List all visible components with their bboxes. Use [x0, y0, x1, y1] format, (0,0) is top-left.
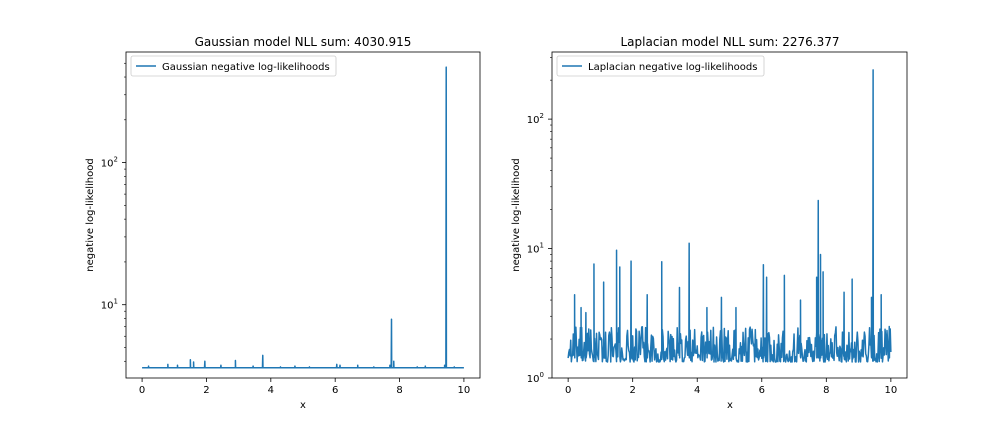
laplacian-x-tick-label: 4: [694, 385, 700, 396]
laplacian-series-line: [567, 69, 892, 363]
gaussian-panel: Gaussian model NLL sum: 4030.915 0 2 4 6 8 10…: [85, 35, 481, 411]
laplacian-axes-frame: [551, 51, 908, 379]
laplacian-y-tick-label: 100: [527, 371, 544, 385]
gaussian-x-tick-label: 8: [396, 385, 402, 396]
gaussian-series-line: [141, 66, 465, 369]
gaussian-legend: Gaussian negative log-likelihoods: [130, 55, 337, 77]
gaussian-x-tick-label: 0: [139, 385, 145, 396]
gaussian-x-tick-label: 2: [203, 385, 209, 396]
gaussian-y-tick-label: 102: [101, 156, 118, 170]
gaussian-legend-label: Gaussian negative log-likelihoods: [162, 62, 330, 73]
laplacian-x-tick-label: 6: [759, 385, 765, 396]
laplacian-panel: Laplacian model NLL sum: 2276.377 0 2 4 6 8 1…: [511, 35, 908, 411]
laplacian-y-label: negative log-likelihood: [511, 158, 522, 271]
laplacian-title: Laplacian model NLL sum: 2276.377: [620, 35, 839, 49]
laplacian-legend: Laplacian negative log-likelihoods: [556, 55, 765, 77]
laplacian-x-label: x: [727, 400, 733, 411]
gaussian-x-tick-label: 4: [268, 385, 274, 396]
gaussian-x-tick-label: 6: [332, 385, 338, 396]
gaussian-x-label: x: [300, 400, 306, 411]
laplacian-x-tick-label: 0: [565, 385, 571, 396]
gaussian-axes-frame: [125, 51, 481, 379]
gaussian-y-tick-label: 101: [101, 298, 118, 312]
laplacian-x-tick-label: 10: [884, 385, 897, 396]
gaussian-y-label: negative log-likelihood: [85, 158, 96, 271]
laplacian-y-tick-label: 101: [527, 242, 544, 256]
laplacian-x-tick-label: 8: [823, 385, 829, 396]
laplacian-y-tick-label: 102: [527, 112, 544, 126]
gaussian-x-tick-label: 10: [458, 385, 471, 396]
laplacian-x-tick-label: 2: [629, 385, 635, 396]
laplacian-legend-label: Laplacian negative log-likelihoods: [588, 62, 757, 73]
gaussian-title: Gaussian model NLL sum: 4030.915: [195, 35, 412, 49]
